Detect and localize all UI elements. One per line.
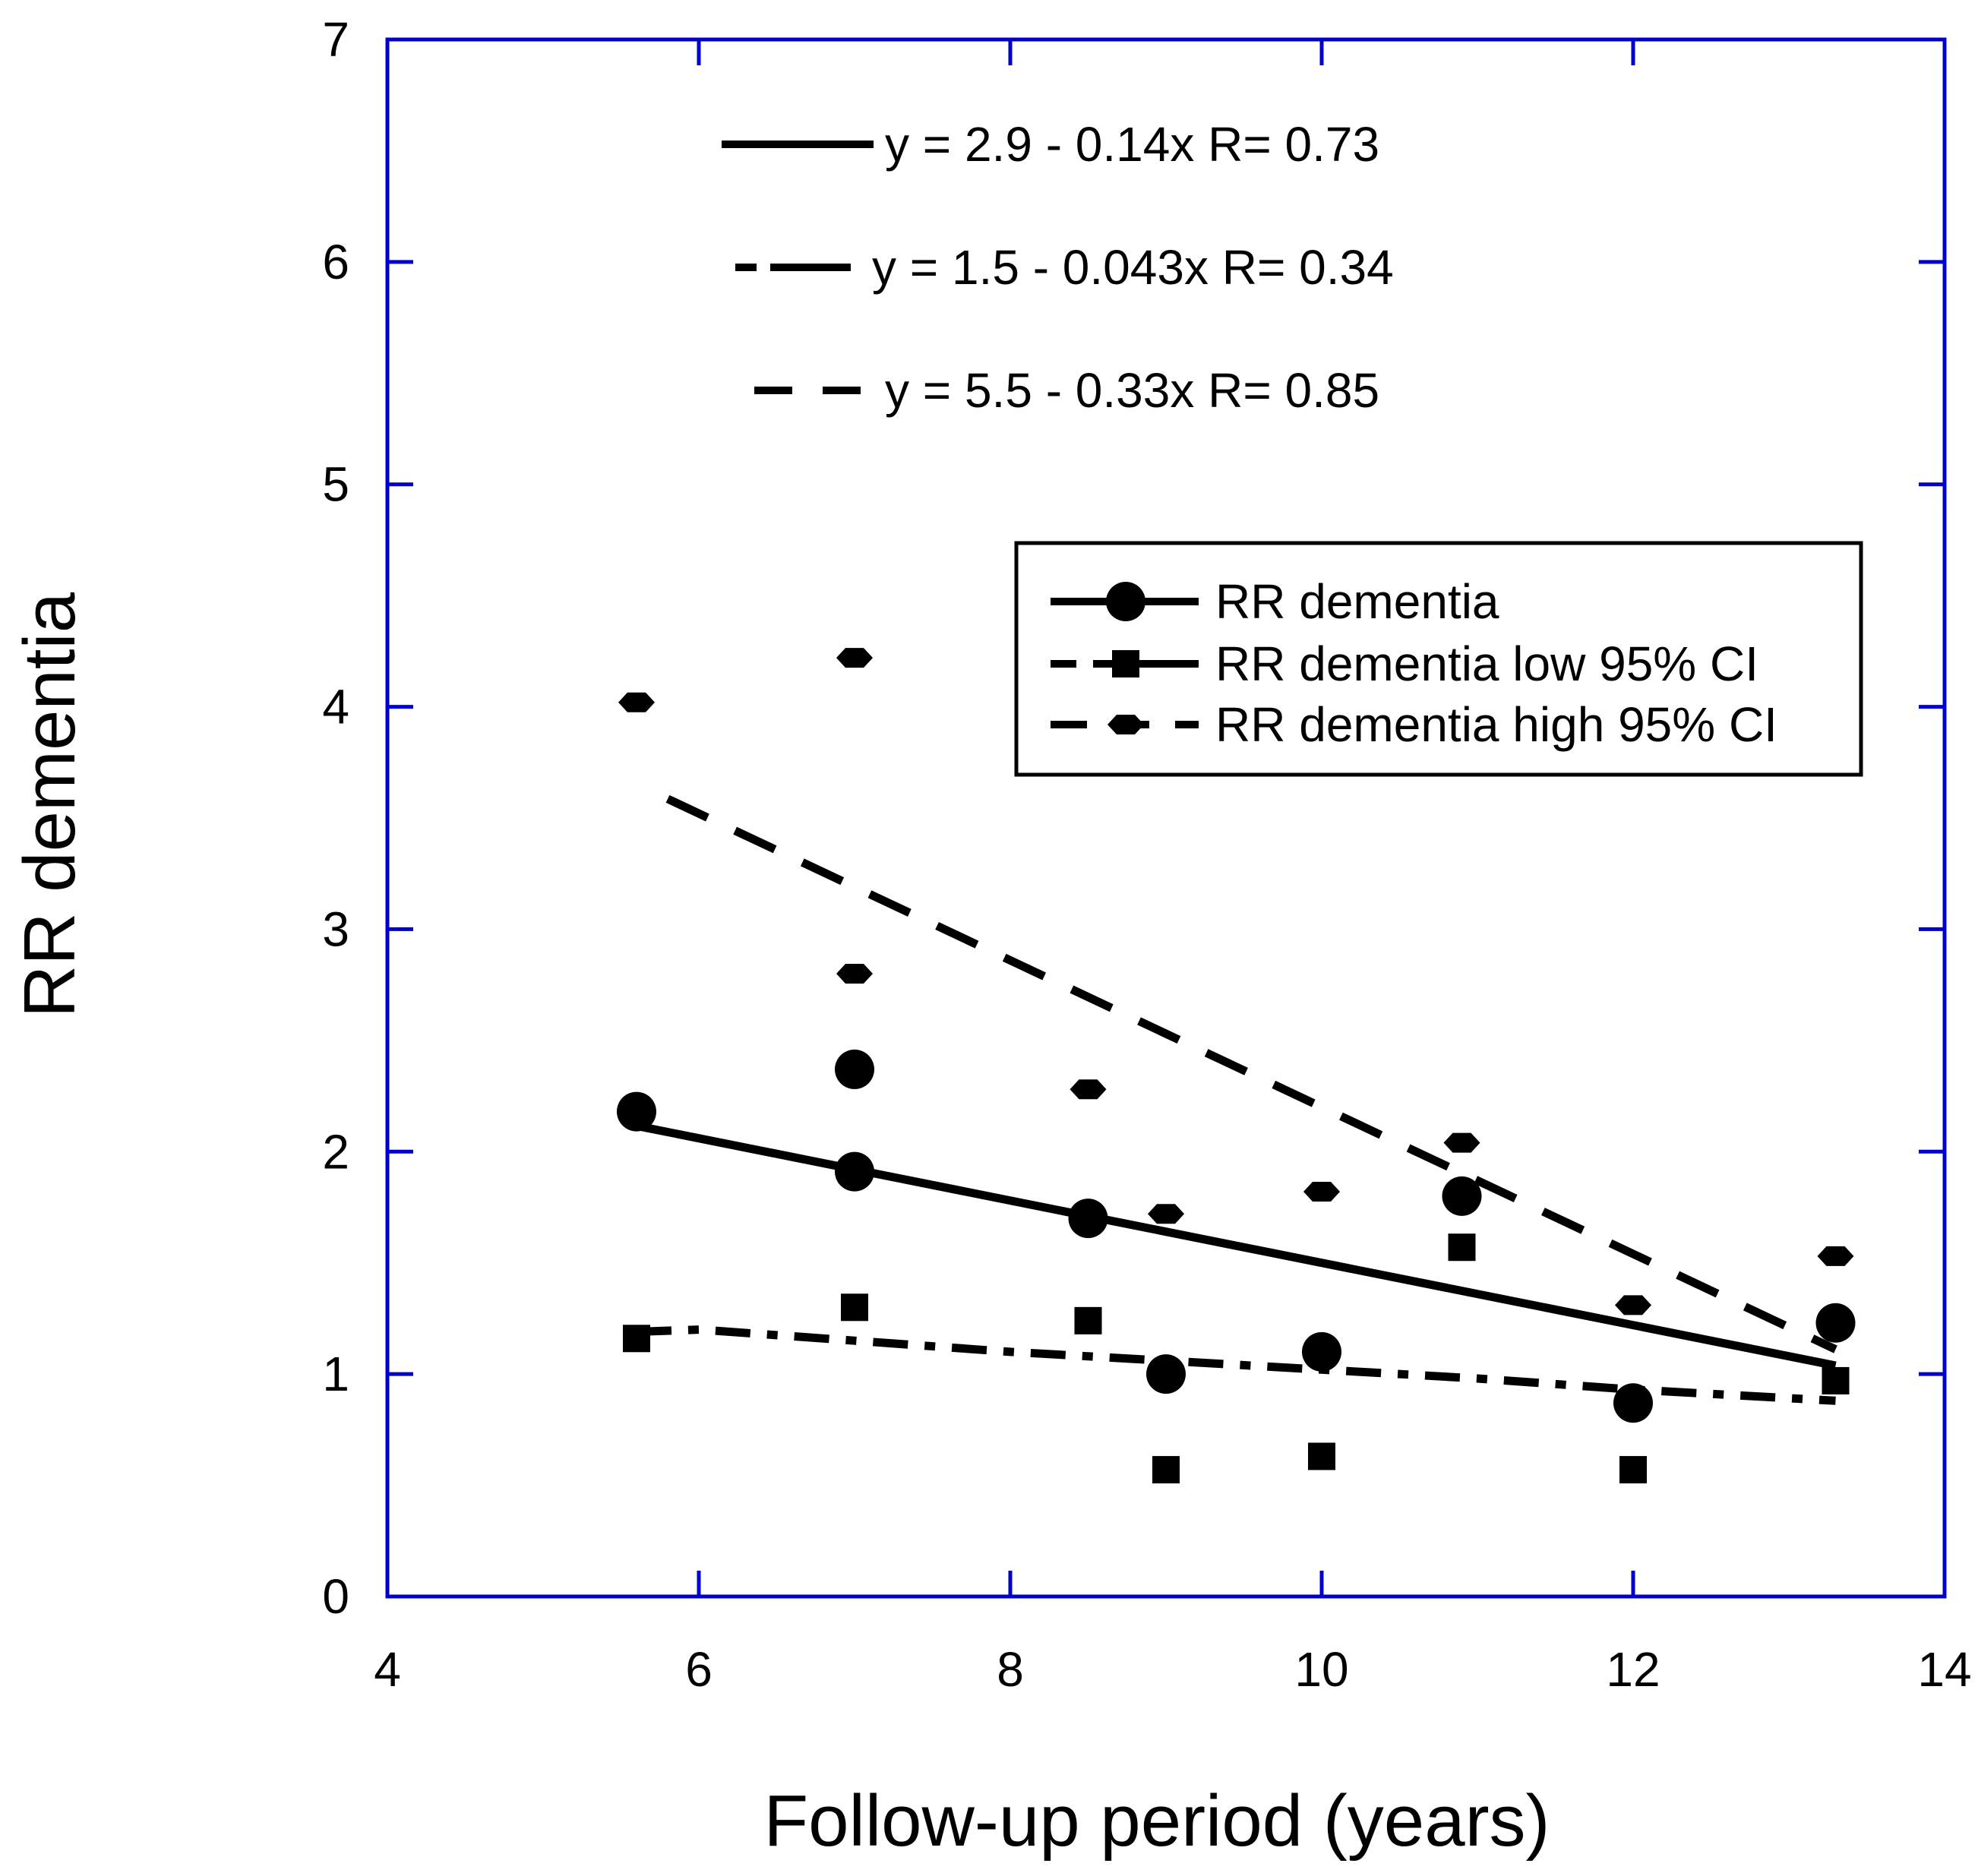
fit-line (635, 1121, 1837, 1370)
legend: RR dementia RR dementia low 95% CI RR deme… (1014, 541, 1863, 777)
y-tick-label: 5 (322, 457, 349, 512)
data-point (836, 648, 873, 668)
equations: y = 2.9 - 0.14x R= 0.73 y = 1.5 - 0.043x … (722, 117, 1394, 418)
x-tick-label: 6 (685, 1642, 713, 1697)
legend-box (1014, 541, 1863, 777)
data-point (1442, 1176, 1482, 1216)
data-point (1146, 1354, 1186, 1394)
legend-marker (1112, 650, 1139, 677)
fit-lines (635, 794, 1837, 1405)
y-tick-label: 7 (322, 12, 349, 67)
legend-label: RR dementia low 95% CI (1215, 636, 1758, 691)
data-point (1613, 1383, 1653, 1423)
data-point (1817, 1246, 1854, 1266)
data-point (1815, 1303, 1856, 1343)
data-point (1074, 1306, 1102, 1334)
y-tick-label: 3 (322, 902, 349, 956)
data-point (618, 692, 655, 712)
data-point (836, 964, 873, 984)
plot-frame (385, 37, 1947, 1599)
legend-label: RR dementia (1215, 574, 1499, 629)
data-point (835, 1049, 874, 1089)
data-point (1448, 1233, 1476, 1262)
equation-text: y = 1.5 - 0.043x R= 0.34 (872, 240, 1394, 295)
data-point (841, 1293, 868, 1322)
equation-text: y = 5.5 - 0.33x R= 0.85 (885, 363, 1379, 418)
x-axis-title: Follow-up period (years) (763, 1780, 1550, 1862)
data-point (1148, 1204, 1184, 1224)
x-tick-label: 12 (1606, 1642, 1660, 1697)
x-tick-label: 10 (1294, 1642, 1348, 1697)
x-tick-label: 8 (997, 1642, 1024, 1697)
data-point (1619, 1456, 1647, 1484)
equation-text: y = 2.9 - 0.14x R= 0.73 (885, 117, 1379, 172)
legend-marker (1106, 582, 1145, 621)
y-tick-label: 4 (322, 680, 349, 734)
y-tick-label: 6 (322, 235, 349, 289)
data-point (1303, 1182, 1340, 1202)
x-tick-label: 14 (1917, 1642, 1971, 1697)
y-tick-label: 2 (322, 1124, 349, 1179)
fit-line (665, 794, 1837, 1353)
data-point (1302, 1331, 1341, 1372)
y-tick-label: 0 (322, 1569, 349, 1624)
data-point (1615, 1295, 1651, 1315)
data-points (617, 648, 1856, 1484)
y-tick-label: 1 (322, 1347, 349, 1401)
y-axis-title: RR dementia (9, 592, 90, 1018)
legend-label: RR dementia high 95% CI (1215, 697, 1777, 752)
data-point (617, 1091, 656, 1132)
legend-marker (1107, 715, 1144, 734)
data-point (1443, 1132, 1480, 1153)
data-point (1822, 1366, 1850, 1394)
data-point (835, 1151, 874, 1192)
data-point (1308, 1442, 1335, 1470)
x-tick-label: 4 (374, 1642, 401, 1697)
fit-line (636, 1325, 1836, 1405)
data-point (1070, 1079, 1107, 1100)
data-point (1152, 1456, 1180, 1484)
data-point (1068, 1199, 1108, 1239)
data-point (623, 1325, 650, 1353)
